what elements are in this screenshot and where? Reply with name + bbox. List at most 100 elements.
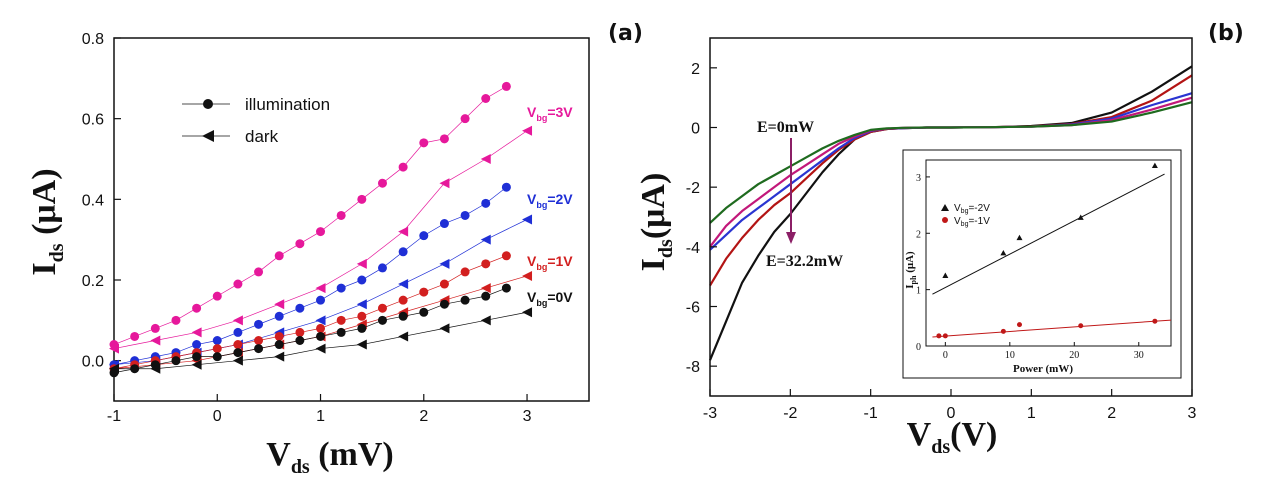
series-label-main: V xyxy=(527,191,537,207)
data-point-illumination xyxy=(357,275,367,285)
series-label-rest: =1V xyxy=(547,253,573,269)
panel-a-plot-frame xyxy=(113,37,590,402)
inset-data-point xyxy=(1152,318,1158,324)
annotation-e-32mw: E=32.2mW xyxy=(766,253,843,270)
inset-data-point xyxy=(942,333,948,339)
data-point-dark xyxy=(522,270,533,281)
x-title-unit: (mV) xyxy=(310,436,394,473)
data-point-illumination xyxy=(398,295,408,305)
inset-plot-frame xyxy=(925,159,1172,347)
data-point-illumination xyxy=(150,323,160,333)
series-label-rest: =0V xyxy=(547,289,573,305)
data-point-dark xyxy=(439,323,450,334)
y-tick-label: 0 xyxy=(691,121,700,138)
panel-b: (b) -3 -2 -1 0 1 2 3-8-6-4-202 E=0mW E=32.2mW … xyxy=(635,21,1244,458)
data-point-illumination xyxy=(130,331,140,341)
inset-x-tick-label: 10 xyxy=(1005,350,1015,361)
data-point-illumination xyxy=(501,81,511,91)
data-point-illumination xyxy=(357,323,367,333)
data-point-illumination xyxy=(439,219,449,229)
inset-y-axis-title: Iph (μA) xyxy=(904,251,918,289)
data-point-dark xyxy=(191,327,202,338)
data-point-illumination xyxy=(398,162,408,172)
series-label-sub: bg xyxy=(536,298,547,308)
data-point-illumination xyxy=(501,251,511,261)
inset-x-axis-title: Power (mW) xyxy=(1013,363,1073,375)
y-tick-label: 0.8 xyxy=(82,31,104,48)
data-point-illumination xyxy=(398,311,408,321)
b-y-title-main: I xyxy=(635,258,672,271)
data-point-illumination xyxy=(481,291,491,301)
data-point-illumination xyxy=(295,336,305,345)
x-tick-label: 2 xyxy=(1107,405,1116,422)
b-y-title-sub: ds xyxy=(655,239,677,258)
x-tick-label: 0 xyxy=(947,405,956,422)
inset-y-unit: (μA) xyxy=(904,251,916,276)
panel-b-y-axis-title: Ids(μA) xyxy=(635,173,677,272)
data-point-illumination xyxy=(295,239,305,249)
data-point-illumination xyxy=(254,336,264,345)
panel-a-legend: illumination dark xyxy=(182,95,330,146)
inset-y-sub: ph xyxy=(909,275,918,284)
inset-y-tick-label: 2 xyxy=(916,229,921,240)
data-point-illumination xyxy=(109,368,119,378)
panel-b-curves xyxy=(708,65,1193,361)
inset-legend-rest-1: =-2V xyxy=(968,203,990,214)
series-label-main: V xyxy=(527,104,537,120)
panel-a-x-axis-title: Vds (mV) xyxy=(266,436,394,478)
inset-fit-line xyxy=(932,173,1165,295)
legend-illumination-label: illumination xyxy=(245,95,330,114)
data-point-illumination xyxy=(212,344,222,354)
data-point-illumination xyxy=(377,263,387,273)
series-label-sub: bg xyxy=(536,262,547,272)
data-point-illumination xyxy=(254,344,264,354)
series-label-sub: bg xyxy=(536,200,547,210)
annotation-e-0mw: E=0mW xyxy=(757,119,814,136)
panel-b-annotations: E=0mW E=32.2mW xyxy=(757,119,843,270)
x-tick-label: 1 xyxy=(316,408,325,425)
series-label-main: V xyxy=(527,289,537,305)
inset-legend-marker-minus2v xyxy=(941,204,949,211)
series-label-rest: =2V xyxy=(547,191,573,207)
data-point-illumination xyxy=(233,327,243,337)
data-point-illumination xyxy=(419,287,429,297)
data-point-illumination xyxy=(481,94,491,103)
inset-data-point xyxy=(1000,328,1006,334)
data-point-dark xyxy=(522,214,533,225)
data-point-illumination xyxy=(460,267,470,277)
data-point-dark xyxy=(480,154,491,164)
inset-legend-main-2: V xyxy=(954,216,961,227)
data-point-dark xyxy=(356,339,367,350)
inset-legend-sub-2: bg xyxy=(961,221,969,228)
panel-a-y-axis-title: Ids (μA) xyxy=(26,168,68,275)
panel-a-ticks: -1 0 1 2 3 0.0 0.2 0.4 0.6 0.8 xyxy=(82,31,532,425)
series-label-sub: bg xyxy=(536,113,547,123)
iv-curve xyxy=(709,101,1193,224)
inset-legend: Vbg=-2V Vbg=-1V xyxy=(941,203,990,228)
inset-y-tick-label: 3 xyxy=(916,173,921,184)
legend-illumination-marker xyxy=(203,99,213,109)
data-point-dark xyxy=(398,279,409,290)
data-point-illumination xyxy=(377,303,387,313)
inset-legend-marker-minus1v xyxy=(942,217,948,223)
x-title-sub: ds xyxy=(291,456,310,478)
inset-data-point xyxy=(1000,250,1007,256)
data-point-illumination xyxy=(171,315,181,325)
data-point-illumination xyxy=(212,352,222,362)
y-tick-label: 0.6 xyxy=(82,112,104,129)
data-point-dark xyxy=(150,335,161,346)
panel-a-data-marks xyxy=(109,81,533,378)
data-point-dark xyxy=(480,234,491,245)
data-point-illumination xyxy=(212,291,222,301)
inset-x-tick-label: 30 xyxy=(1134,350,1144,361)
data-point-dark xyxy=(480,283,491,294)
data-point-illumination xyxy=(419,138,429,148)
b-y-title-unit: (μA) xyxy=(635,173,672,239)
data-point-illumination xyxy=(336,315,346,325)
panel-a-label: (a) xyxy=(608,21,643,46)
data-point-illumination xyxy=(336,283,346,293)
x-tick-label: 1 xyxy=(1027,405,1036,422)
